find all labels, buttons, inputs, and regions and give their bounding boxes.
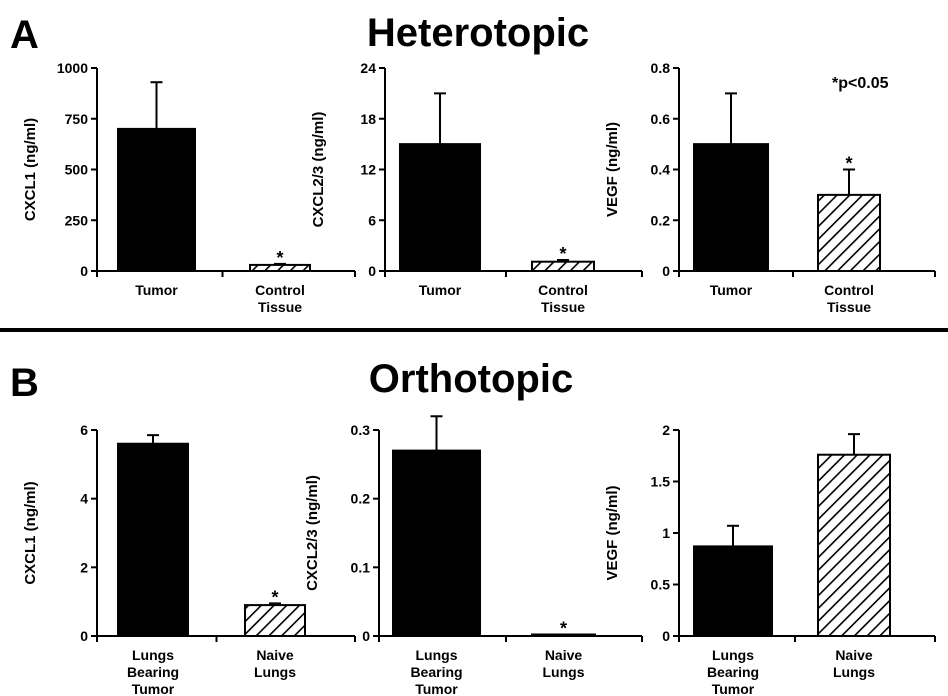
category-label: Control bbox=[255, 282, 305, 298]
y-axis-label: CXCL2/3 (ng/ml) bbox=[304, 475, 321, 591]
bar bbox=[392, 449, 481, 637]
significance-star: * bbox=[559, 244, 566, 264]
category-label: Bearing bbox=[410, 664, 462, 680]
category-label: Tumor bbox=[710, 282, 753, 298]
y-axis-label: CXCL2/3 (ng/ml) bbox=[310, 112, 327, 228]
y-tick-label: 24 bbox=[360, 60, 376, 76]
category-label: Naive bbox=[256, 647, 294, 663]
significance-star: * bbox=[271, 587, 278, 607]
y-axis-label: CXCL1 (ng/ml) bbox=[22, 118, 39, 221]
y-tick-label: 18 bbox=[360, 111, 376, 127]
category-label: Naive bbox=[545, 647, 583, 663]
y-tick-label: 0.1 bbox=[351, 559, 371, 575]
y-tick-label: 0 bbox=[80, 628, 88, 644]
y-axis-label: VEGF (ng/ml) bbox=[604, 122, 621, 217]
y-tick-label: 1000 bbox=[57, 60, 88, 76]
panel-divider bbox=[0, 328, 948, 332]
chart-2: 0 6 12 18 24 CXCL2/3 (ng/ml) Tumor * ControlTiss… bbox=[310, 60, 643, 315]
y-tick-label: 500 bbox=[65, 162, 89, 178]
panel-letter-b: B bbox=[10, 361, 39, 405]
y-tick-label: 6 bbox=[80, 422, 88, 438]
category-label: Tumor bbox=[419, 282, 462, 298]
category-label: Tumor bbox=[135, 282, 178, 298]
category-label: Lungs bbox=[712, 647, 754, 663]
category-label: Tissue bbox=[827, 299, 871, 315]
panel-title-orthotopic: Orthotopic bbox=[369, 357, 573, 401]
y-tick-label: 0 bbox=[662, 263, 670, 279]
significance-note: *p<0.05 bbox=[832, 75, 889, 92]
category-label: Tumor bbox=[415, 681, 458, 696]
bar bbox=[693, 143, 769, 272]
y-tick-label: 0.2 bbox=[651, 212, 671, 228]
y-tick-label: 1.5 bbox=[651, 474, 671, 490]
bar bbox=[399, 143, 481, 272]
bar bbox=[244, 604, 306, 637]
category-label: Tissue bbox=[258, 299, 302, 315]
category-label: Tumor bbox=[132, 681, 175, 696]
y-tick-label: 12 bbox=[360, 162, 376, 178]
category-label: Control bbox=[538, 282, 588, 298]
y-tick-label: 0 bbox=[368, 263, 376, 279]
category-label: Lungs bbox=[254, 664, 296, 680]
bar bbox=[531, 260, 595, 272]
y-tick-label: 0 bbox=[662, 628, 670, 644]
y-axis-label: CXCL1 (ng/ml) bbox=[22, 481, 39, 584]
category-label: Control bbox=[824, 282, 874, 298]
category-label: Lungs bbox=[132, 647, 174, 663]
category-label: Naive bbox=[835, 647, 873, 663]
y-tick-label: 1 bbox=[662, 525, 670, 541]
significance-star: * bbox=[276, 248, 283, 268]
chart-3: 0 0.2 0.4 0.6 0.8 VEGF (ng/ml) Tumor * ControlTi… bbox=[604, 60, 936, 315]
y-tick-label: 4 bbox=[80, 491, 88, 507]
significance-star: * bbox=[560, 619, 567, 639]
bar bbox=[817, 453, 891, 637]
y-tick-label: 0.2 bbox=[351, 491, 371, 507]
y-tick-label: 2 bbox=[662, 422, 670, 438]
bar bbox=[117, 127, 196, 272]
y-axis-label: VEGF (ng/ml) bbox=[604, 486, 621, 581]
panel-title-heterotopic: Heterotopic bbox=[367, 11, 589, 55]
category-label: Bearing bbox=[707, 664, 759, 680]
y-tick-label: 750 bbox=[65, 111, 89, 127]
category-label: Bearing bbox=[127, 664, 179, 680]
y-tick-label: 250 bbox=[65, 212, 89, 228]
category-label: Lungs bbox=[543, 664, 585, 680]
y-tick-label: 6 bbox=[368, 212, 376, 228]
y-tick-label: 0.6 bbox=[651, 111, 671, 127]
y-tick-label: 0.3 bbox=[351, 422, 371, 438]
bar bbox=[817, 193, 881, 272]
y-tick-label: 0.8 bbox=[651, 60, 671, 76]
category-label: Tissue bbox=[541, 299, 585, 315]
y-tick-label: 0 bbox=[80, 263, 88, 279]
bar bbox=[117, 442, 189, 637]
y-tick-label: 2 bbox=[80, 559, 88, 575]
category-label: Tumor bbox=[712, 681, 755, 696]
category-label: Lungs bbox=[833, 664, 875, 680]
significance-star: * bbox=[845, 154, 852, 174]
y-tick-label: 0.4 bbox=[651, 162, 671, 178]
bar bbox=[531, 633, 596, 637]
y-tick-label: 0.5 bbox=[651, 577, 671, 593]
bar bbox=[249, 263, 311, 273]
bar bbox=[693, 545, 773, 638]
chart-1: 0 250 500 750 1000 CXCL1 (ng/ml) Tumor * Control… bbox=[22, 60, 356, 315]
panel-letter-a: A bbox=[10, 13, 39, 57]
y-tick-label: 0 bbox=[362, 628, 370, 644]
category-label: Lungs bbox=[416, 647, 458, 663]
